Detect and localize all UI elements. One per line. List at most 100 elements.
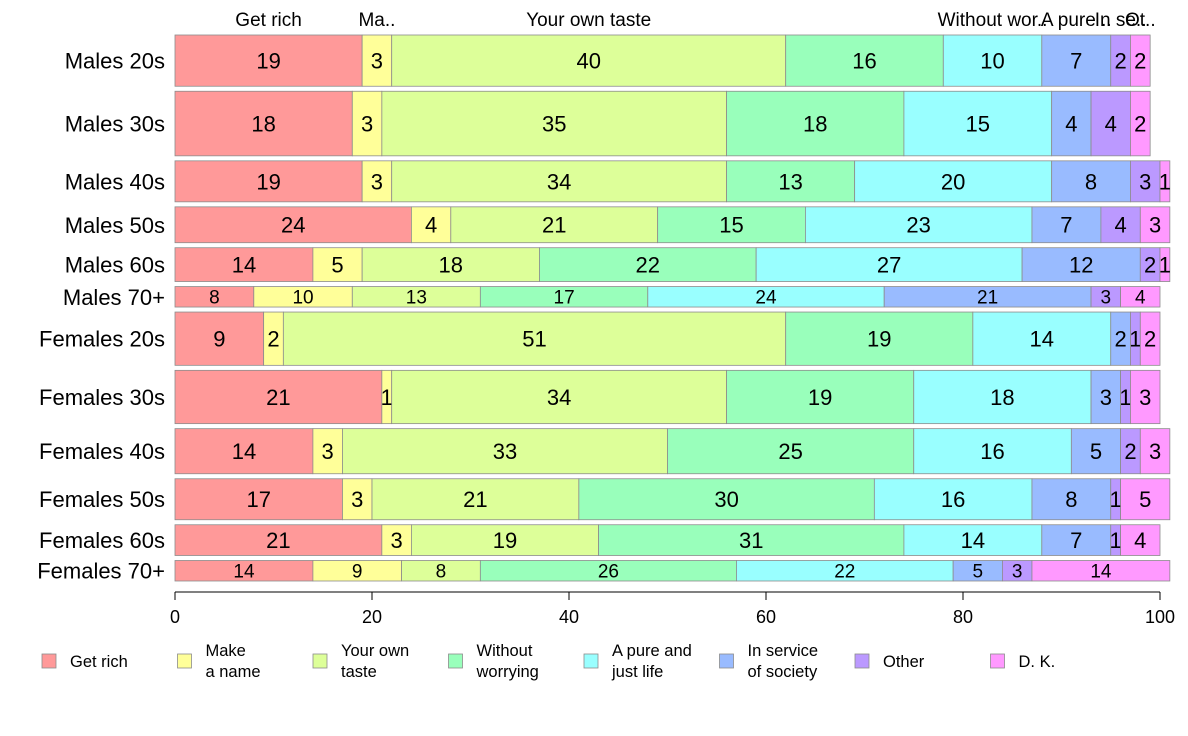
bar-segment-your-own-taste (282, 311, 787, 366)
bar-value-label: 3 (1139, 169, 1151, 194)
bar-segment-get-rich (174, 247, 314, 282)
bar-value-label: 19 (256, 169, 280, 194)
legend-swatch (719, 653, 734, 669)
bar-value-label: 20 (941, 169, 965, 194)
bar-segment-in-service-of-society (1031, 206, 1102, 244)
legend-label: taste (341, 663, 377, 681)
bar-value-label: 2 (1134, 111, 1146, 136)
bar-segment-get-rich (174, 311, 265, 366)
bar-segment-without-worrying (578, 478, 875, 521)
bar-value-label: 4 (1135, 288, 1146, 309)
bar-value-label: 21 (463, 487, 487, 512)
row-label-males-60s: Males 60s (65, 253, 165, 278)
bar-value-label: 16 (941, 487, 965, 512)
bar-value-label: 7 (1070, 49, 1082, 74)
row-label-females-40s: Females 40s (39, 439, 165, 464)
bar-value-label: 33 (493, 439, 517, 464)
bar-value-label: 18 (990, 385, 1014, 410)
bar-row-males-60s: 14 5 18 22 27 12 2 1 (174, 247, 1171, 282)
legend-swatch (177, 653, 192, 669)
bar-value-label: 25 (778, 439, 802, 464)
bar-value-label: 21 (977, 288, 998, 309)
bar-value-label: 3 (1139, 385, 1151, 410)
legend-label: D. K. (1019, 653, 1056, 671)
bar-value-label: 10 (292, 288, 313, 309)
bar-segment-d-k (1139, 206, 1171, 244)
bar-segment-in-service-of-society (1041, 524, 1112, 556)
x-tick-label: 80 (953, 607, 973, 627)
bar-row-females-50s: 17 3 21 30 16 8 1 5 (174, 478, 1171, 521)
bar-value-label: 2 (1134, 49, 1146, 74)
bar-value-label: 12 (1069, 253, 1093, 278)
bar-segment-in-service-of-society (1041, 34, 1112, 87)
bar-segment-your-own-taste (391, 160, 728, 203)
legend-label: Make (206, 642, 246, 660)
bar-segment-in-service-of-society (1090, 369, 1122, 425)
bar-value-label: 2 (1114, 327, 1126, 352)
bar-segment-in-service-of-society (1070, 428, 1121, 475)
legend-item-make-a-name: Make a name (177, 642, 261, 681)
bar-row-females-70: 14 9 8 26 22 5 3 14 (174, 560, 1171, 583)
row-label-females-70: Females 70+ (37, 559, 165, 584)
bar-value-label: 24 (755, 288, 777, 309)
bar-value-label: 3 (351, 487, 363, 512)
bar-segment-without-worrying (539, 247, 757, 282)
legend-label: worrying (476, 663, 539, 681)
bar-row-males-40s: 19 3 34 13 20 8 3 1 (174, 160, 1171, 203)
row-label-males-70: Males 70+ (63, 285, 165, 310)
top-label-other: In se.. (1095, 10, 1147, 31)
bar-segment-d-k (1159, 160, 1171, 203)
bar-segment-a-pure-and-just-life (755, 247, 1023, 282)
bar-value-label: 19 (808, 385, 832, 410)
bar-value-label: 8 (209, 288, 220, 309)
top-label-d-k: Ot.. (1125, 10, 1156, 31)
legend-label: In service (748, 642, 819, 660)
bar-value-label: 2 (1114, 49, 1126, 74)
legend-label: Without (477, 642, 533, 660)
bar-segment-without-worrying (657, 206, 806, 244)
bar-value-label: 1 (1129, 327, 1141, 352)
bar-value-label: 5 (972, 562, 983, 583)
bar-segment-d-k (1130, 90, 1151, 157)
bar-value-label: 3 (361, 111, 373, 136)
bar-value-label: 15 (719, 213, 743, 238)
bar-segment-make-a-name (312, 247, 363, 282)
x-axis: 0 20 40 60 80 100 (170, 591, 1175, 627)
bar-segment-get-rich (174, 369, 383, 425)
bar-value-label: 34 (547, 169, 571, 194)
bar-value-label: 3 (1012, 562, 1023, 583)
bar-row-females-30s: 21 1 34 19 18 3 1 3 (174, 369, 1161, 425)
bar-row-males-30s: 18 3 35 18 15 4 4 2 (174, 90, 1151, 157)
bar-value-label: 21 (542, 213, 566, 238)
bar-row-females-60s: 21 3 19 31 14 7 1 4 (174, 524, 1161, 556)
bar-value-label: 9 (213, 327, 225, 352)
bar-segment-d-k (1139, 311, 1161, 366)
bar-value-label: 3 (1149, 439, 1161, 464)
legend-swatch (990, 653, 1005, 669)
bar-segment-in-service-of-society (1031, 478, 1112, 521)
bar-row-females-40s: 14 3 33 25 16 5 2 3 (174, 428, 1171, 475)
bar-value-label: 14 (1090, 562, 1112, 583)
bar-segment-without-worrying (785, 34, 944, 87)
bar-value-label: 17 (246, 487, 270, 512)
bar-segment-d-k (1031, 560, 1171, 582)
bar-segment-a-pure-and-just-life (942, 34, 1043, 87)
bar-segment-a-pure-and-just-life (913, 428, 1072, 475)
legend-label: Other (883, 653, 925, 671)
x-tick-label: 40 (559, 607, 579, 627)
bar-segment-in-service-of-society (1051, 90, 1092, 157)
bar-value-label: 10 (980, 49, 1004, 74)
bar-segment-a-pure-and-just-life (903, 524, 1043, 556)
bar-segment-get-rich (174, 478, 343, 521)
row-label-males-40s: Males 40s (65, 169, 165, 194)
bar-value-label: 18 (251, 111, 275, 136)
bar-value-label: 3 (1100, 385, 1112, 410)
bar-segment-get-rich (174, 428, 314, 475)
bar-value-label: 19 (867, 327, 891, 352)
legend-swatch (41, 653, 57, 669)
bar-segment-your-own-taste (342, 428, 668, 475)
bar-value-label: 4 (1105, 111, 1117, 136)
bar-value-label: 31 (739, 528, 763, 553)
bar-segment-a-pure-and-just-life (873, 478, 1033, 521)
